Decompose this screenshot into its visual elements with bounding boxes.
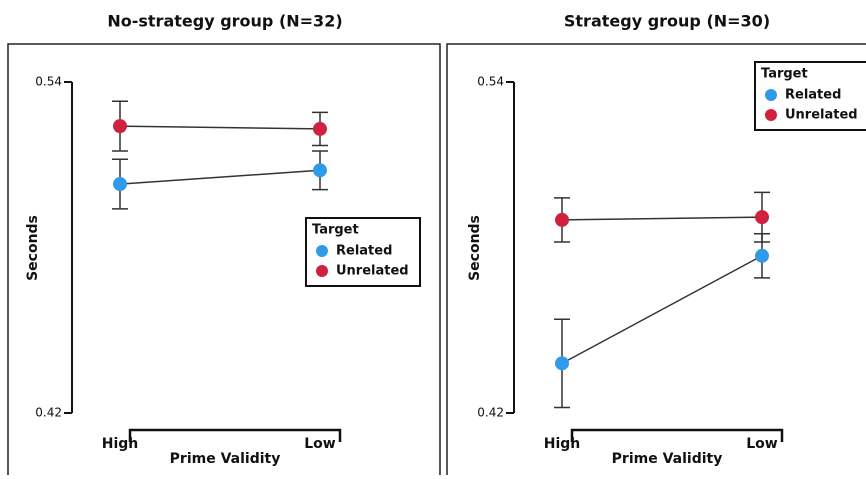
y-tick-label: 0.54	[35, 75, 62, 89]
panel-title: Strategy group (N=30)	[564, 12, 770, 31]
legend-swatch	[316, 245, 328, 257]
x-tick-label: High	[102, 436, 139, 452]
point	[555, 212, 569, 227]
point	[113, 177, 127, 192]
y-tick-label: 0.42	[477, 406, 504, 420]
legend-label: Related	[336, 244, 392, 259]
x-tick-label: Low	[304, 436, 336, 452]
legend-title: Target	[761, 67, 808, 82]
legend-title: Target	[312, 223, 359, 238]
panel-title: No-strategy group (N=32)	[107, 12, 342, 31]
point	[755, 210, 769, 225]
legend-label: Related	[785, 88, 841, 103]
y-tick-label: 0.54	[477, 75, 504, 89]
series-line	[561, 216, 763, 221]
series-line	[119, 169, 321, 185]
x-axis-label: Prime Validity	[612, 451, 723, 467]
y-axis-label: Seconds	[25, 215, 41, 281]
legend-swatch	[765, 109, 777, 121]
y-tick-label: 0.42	[35, 406, 62, 420]
x-axis	[128, 428, 342, 442]
x-axis	[570, 428, 784, 442]
point	[755, 248, 769, 263]
series-line	[119, 125, 321, 130]
point	[313, 121, 327, 136]
x-tick-label: High	[544, 436, 581, 452]
panel-frame	[446, 43, 866, 479]
point	[555, 356, 569, 371]
point	[313, 163, 327, 178]
legend-swatch	[765, 89, 777, 101]
legend-label: Unrelated	[336, 264, 409, 279]
y-axis-label: Seconds	[467, 215, 483, 281]
x-axis-label: Prime Validity	[170, 451, 281, 467]
legend-label: Unrelated	[785, 108, 858, 123]
x-tick-label: Low	[746, 436, 778, 452]
legend-swatch	[316, 265, 328, 277]
panel-frame	[7, 43, 441, 479]
series-line	[561, 255, 763, 365]
point	[113, 119, 127, 134]
